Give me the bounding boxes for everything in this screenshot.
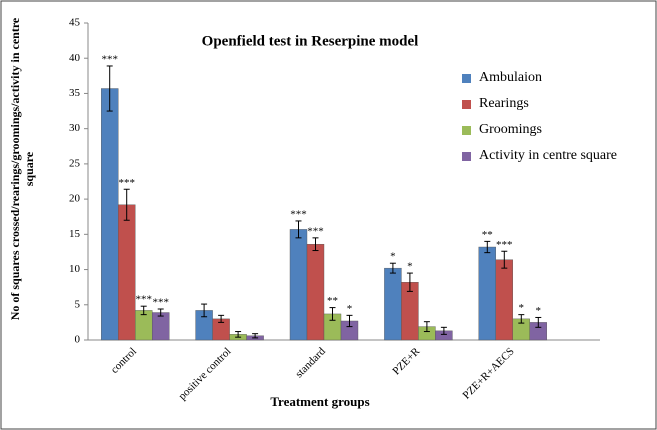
legend-item: Ambulaion <box>462 70 632 86</box>
bar <box>117 204 136 341</box>
y-tick-label: 40 <box>69 52 81 64</box>
y-tick-label: 0 <box>75 334 81 346</box>
legend-label: Groomings <box>479 122 542 137</box>
bar <box>306 243 325 341</box>
x-tick-label: PZE+R+AECS <box>461 345 517 401</box>
y-tick-label: 5 <box>75 298 81 310</box>
legend-swatch <box>462 126 471 135</box>
y-axis-label: No of squares crossed/rearings/groomings… <box>8 17 36 321</box>
significance-label: *** <box>496 239 513 251</box>
y-tick-label: 45 <box>69 17 81 29</box>
bar <box>151 312 170 341</box>
bar <box>495 259 513 341</box>
legend-label: Rearings <box>479 96 529 111</box>
legend-swatch <box>462 100 471 109</box>
significance-label: * <box>407 261 413 273</box>
significance-label: *** <box>101 54 118 66</box>
bar <box>478 246 496 341</box>
x-tick-label: control <box>109 345 140 376</box>
bar <box>384 267 402 341</box>
legend-label: Ambulaion <box>479 70 542 85</box>
chart-title: Openfield test in Reserpine model <box>202 33 419 49</box>
significance-label: ** <box>327 295 338 307</box>
y-tick-label: 10 <box>69 263 81 275</box>
y-tick-label: 20 <box>69 193 81 205</box>
x-tick-label: positive control <box>176 345 233 402</box>
x-axis-label: Treatment groups <box>270 394 369 409</box>
legend-item: Rearings <box>462 96 632 112</box>
significance-label: *** <box>290 208 307 220</box>
significance-label: *** <box>135 294 152 306</box>
significance-label: * <box>536 305 542 317</box>
bar <box>289 229 308 341</box>
x-tick-label: PZE+R <box>390 345 422 377</box>
legend-item: Groomings <box>462 122 632 138</box>
significance-label: *** <box>307 225 324 237</box>
x-tick-label: standard <box>293 345 328 380</box>
legend-swatch <box>462 74 471 83</box>
y-tick-label: 30 <box>69 122 81 134</box>
y-tick-label: 15 <box>69 228 81 240</box>
legend-label: Activity in centre square <box>479 148 618 163</box>
legend-swatch <box>462 152 471 161</box>
significance-label: *** <box>118 177 135 189</box>
significance-label: * <box>519 302 525 314</box>
y-tick-label: 25 <box>69 157 81 169</box>
legend-item: Activity in centre square <box>462 148 632 164</box>
bar <box>100 88 119 341</box>
significance-label: * <box>347 303 353 315</box>
significance-label: ** <box>482 229 493 241</box>
significance-label: *** <box>152 297 169 309</box>
legend: Ambulaion Rearings Groomings Activity in ce… <box>462 70 632 174</box>
significance-label: * <box>390 251 396 263</box>
y-tick-label: 35 <box>69 87 81 99</box>
